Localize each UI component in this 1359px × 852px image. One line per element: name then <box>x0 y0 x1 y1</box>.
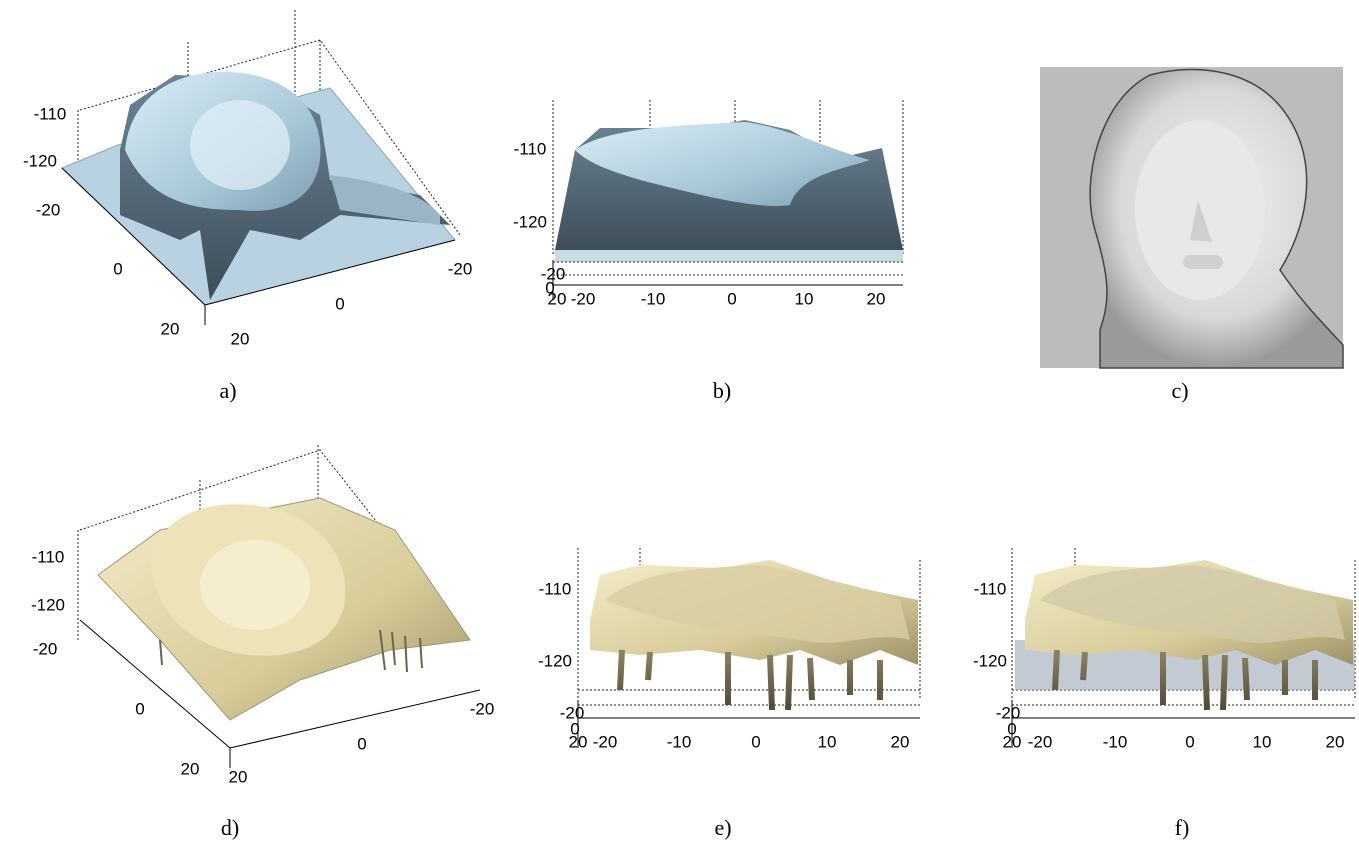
tick-label: -110 <box>539 579 572 598</box>
tick-label: -10 <box>667 732 692 751</box>
tick-label: -120 <box>31 595 65 614</box>
caption: f) <box>1175 815 1190 840</box>
tick-label: -110 <box>974 579 1007 598</box>
tick-label: -110 <box>34 104 67 123</box>
tick-label: 20 <box>891 732 910 751</box>
tick-label: 20 <box>161 319 180 338</box>
tick-label: -20 <box>996 703 1021 722</box>
tick-label: -20 <box>1028 732 1053 751</box>
tick-label: 0 <box>357 734 366 753</box>
tick-label: 0 <box>1007 719 1016 738</box>
surface-f <box>1011 548 1356 748</box>
tick-label: 10 <box>795 289 814 308</box>
tick-label: -20 <box>541 264 566 283</box>
tick-label: -20 <box>36 200 61 219</box>
caption: c) <box>1171 378 1188 403</box>
tick-label: 10 <box>1253 732 1272 751</box>
tick-label: 20 <box>229 767 248 786</box>
tick-label: -120 <box>973 651 1007 670</box>
tick-label: 0 <box>113 259 122 278</box>
caption: a) <box>219 378 236 403</box>
surface-b <box>552 100 904 300</box>
surface-e <box>577 548 921 748</box>
tick-label: -110 <box>514 139 547 158</box>
photo-c <box>1040 67 1344 369</box>
tick-label: -110 <box>32 547 65 566</box>
tick-label: 20 <box>181 759 200 778</box>
tick-label: 20 <box>569 732 588 751</box>
tick-label: -20 <box>448 259 473 278</box>
tick-label: -10 <box>641 289 666 308</box>
tick-label: 20 <box>548 289 567 308</box>
tick-label: -10 <box>1103 732 1128 751</box>
caption: e) <box>714 815 731 840</box>
tick-label: 0 <box>751 732 760 751</box>
tick-label: 0 <box>727 289 736 308</box>
tick-label: 20 <box>1326 732 1345 751</box>
tick-label: 0 <box>335 294 344 313</box>
tick-label: -20 <box>33 639 58 658</box>
tick-label: -20 <box>593 732 618 751</box>
tick-label: 0 <box>570 719 579 738</box>
tick-label: 10 <box>818 732 837 751</box>
tick-label: 0 <box>1185 732 1194 751</box>
tick-label: -20 <box>470 699 495 718</box>
surface-a <box>61 10 461 325</box>
tick-label: 0 <box>545 278 554 297</box>
surface-d <box>77 445 481 768</box>
tick-label: 20 <box>1003 732 1022 751</box>
tick-label: -120 <box>513 212 547 231</box>
tick-label: 20 <box>231 329 250 348</box>
tick-label: 20 <box>867 289 886 308</box>
tick-label: -120 <box>23 151 57 170</box>
tick-label: -20 <box>560 703 585 722</box>
tick-label: 0 <box>135 699 144 718</box>
caption: d) <box>221 815 239 840</box>
tick-label: -120 <box>538 651 572 670</box>
caption: b) <box>713 378 731 403</box>
tick-label: -20 <box>571 289 596 308</box>
